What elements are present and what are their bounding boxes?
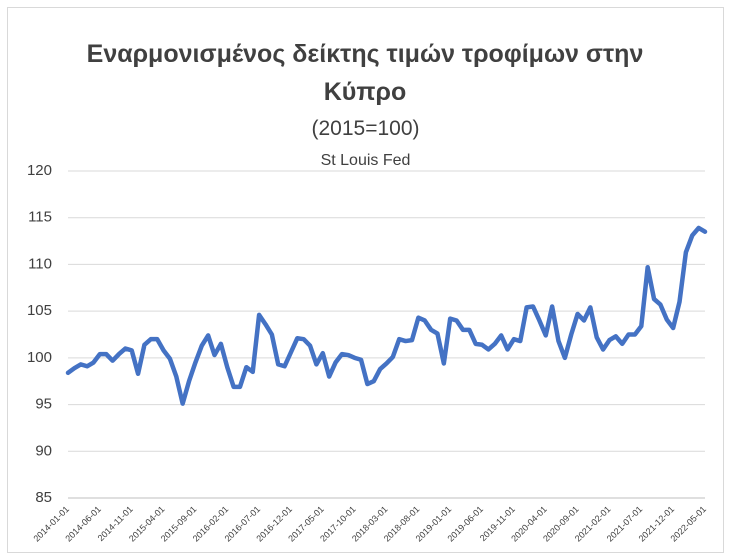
chart-border: [7, 7, 724, 553]
chart-subtitle: (2015=100): [311, 117, 420, 140]
y-tick-label: 100: [27, 349, 52, 366]
chart-source: St Louis Fed: [320, 152, 411, 169]
chart-title: Εναρμονισμένος δείκτης τιμών τροφίμων στ…: [86, 40, 644, 106]
y-tick-label: 90: [35, 442, 52, 459]
data-line: [65, 225, 708, 406]
y-tick-label: 110: [28, 255, 52, 272]
y-tick-label: 85: [35, 489, 52, 506]
y-tick-label: 120: [27, 162, 52, 179]
y-tick-label: 95: [35, 396, 52, 413]
y-tick-label: 115: [28, 209, 52, 226]
y-tick-label: 105: [27, 302, 52, 319]
